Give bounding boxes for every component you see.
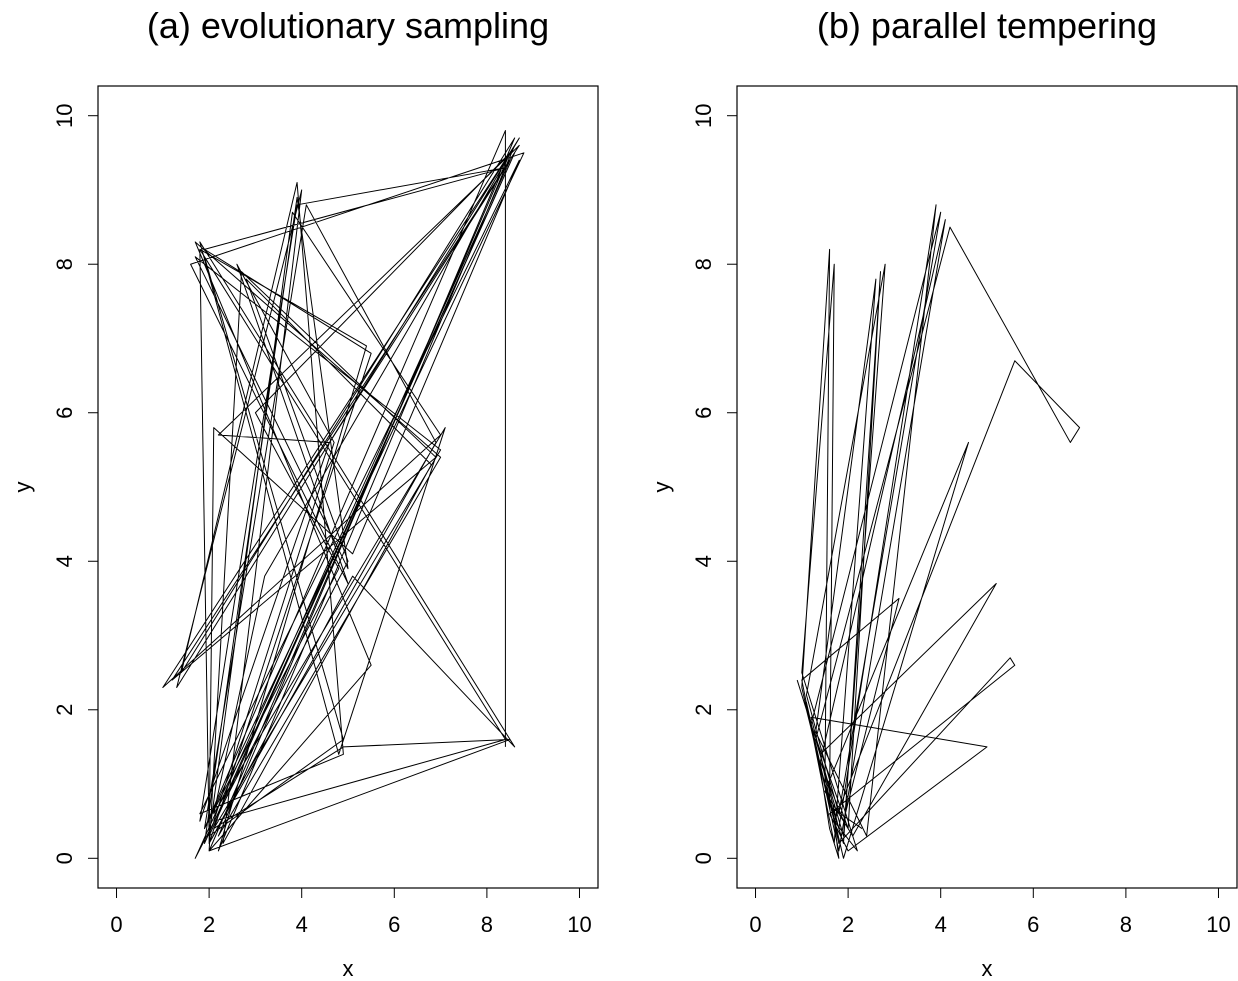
x-tick-label: 6: [1027, 912, 1039, 937]
plot-box: [736, 85, 1238, 889]
x-tick-label: 0: [749, 912, 761, 937]
x-axis-label: x: [982, 956, 993, 981]
y-axis-label: y: [649, 482, 674, 493]
x-tick-label: 4: [296, 912, 308, 937]
x-tick-label: 10: [1206, 912, 1230, 937]
chart-title: (a) evolutionary sampling: [147, 5, 549, 46]
y-axis-label: y: [10, 482, 35, 493]
y-tick-label: 10: [691, 103, 716, 127]
y-tick-label: 6: [52, 407, 77, 419]
trajectory-line: [162, 130, 525, 859]
y-tick-label: 0: [52, 852, 77, 864]
x-tick-label: 2: [842, 912, 854, 937]
y-tick-label: 2: [691, 704, 716, 716]
x-tick-label: 10: [567, 912, 591, 937]
y-tick-label: 2: [52, 704, 77, 716]
trajectory-line: [796, 204, 1081, 859]
x-tick-label: 8: [481, 912, 493, 937]
x-tick-label: 0: [110, 912, 122, 937]
y-tick-label: 10: [52, 103, 77, 127]
y-tick-label: 8: [52, 258, 77, 270]
y-tick-label: 4: [52, 555, 77, 567]
y-tick-label: 8: [691, 258, 716, 270]
x-tick-label: 4: [935, 912, 947, 937]
x-tick-label: 6: [388, 912, 400, 937]
y-tick-label: 0: [691, 852, 716, 864]
x-tick-label: 8: [1120, 912, 1132, 937]
plot-box: [97, 85, 599, 889]
x-tick-label: 2: [203, 912, 215, 937]
y-tick-label: 4: [691, 555, 716, 567]
x-axis-label: x: [343, 956, 354, 981]
chart-title: (b) parallel tempering: [817, 5, 1157, 46]
y-tick-label: 6: [691, 407, 716, 419]
